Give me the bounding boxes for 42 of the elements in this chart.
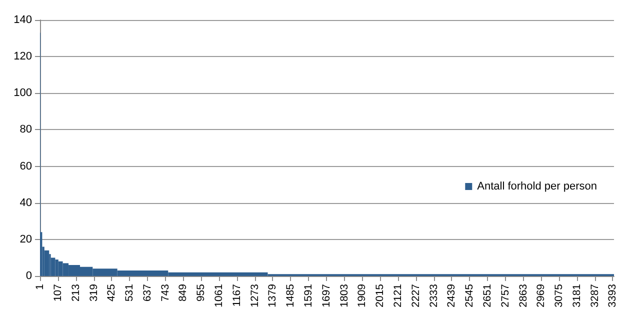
x-tick-label: 743 <box>159 284 172 302</box>
x-tick-label: 3287 <box>588 284 601 308</box>
x-tick-label: 2969 <box>535 284 548 308</box>
x-tick-label: 2227 <box>410 284 422 308</box>
y-tick-label: 0 <box>26 270 32 282</box>
x-tick-label: 1167 <box>230 284 243 307</box>
x-tick-label: 637 <box>141 284 154 302</box>
x-tick-label: 213 <box>70 284 82 302</box>
x-tick-label: 2545 <box>464 284 476 308</box>
y-tick-label: 100 <box>14 87 32 100</box>
x-tick-label: 107 <box>52 284 64 302</box>
x-tick-label: 1909 <box>356 284 368 308</box>
x-tick-label: 3181 <box>570 284 583 308</box>
x-tick-label: 1273 <box>248 284 261 308</box>
x-tick-label: 2333 <box>428 284 440 308</box>
x-tick-label: 2439 <box>446 284 458 308</box>
x-tick-label: 849 <box>177 284 190 302</box>
y-tick-label: 80 <box>20 124 32 136</box>
x-tick-label: 531 <box>124 284 136 302</box>
x-tick-label: 1379 <box>266 284 279 308</box>
y-tick-label: 20 <box>20 233 32 246</box>
x-tick-label: 1803 <box>338 284 350 308</box>
x-tick-label: 1 <box>34 284 46 290</box>
y-tick-label: 60 <box>20 160 32 172</box>
y-tick-label: 140 <box>14 14 32 26</box>
legend-label: Antall forhold per person <box>477 180 598 192</box>
x-tick-label: 3393 <box>606 284 619 308</box>
x-tick-label: 2015 <box>374 284 386 308</box>
x-tick-label: 1591 <box>302 284 315 308</box>
x-tick-label: 3075 <box>553 284 566 308</box>
x-tick-label: 1061 <box>213 284 226 308</box>
x-tick-label: 1485 <box>284 284 297 308</box>
x-tick-label: 1697 <box>320 284 332 308</box>
x-tick-label: 425 <box>106 284 118 302</box>
y-tick-label: 120 <box>14 50 32 63</box>
x-tick-label: 2757 <box>499 284 512 308</box>
x-tick-label: 2863 <box>517 284 530 308</box>
x-tick-label: 2121 <box>392 284 404 308</box>
y-tick-label: 40 <box>20 196 32 209</box>
x-tick-label: 319 <box>88 284 100 302</box>
x-tick-label: 2651 <box>481 284 494 308</box>
x-tick-label: 955 <box>195 284 208 302</box>
